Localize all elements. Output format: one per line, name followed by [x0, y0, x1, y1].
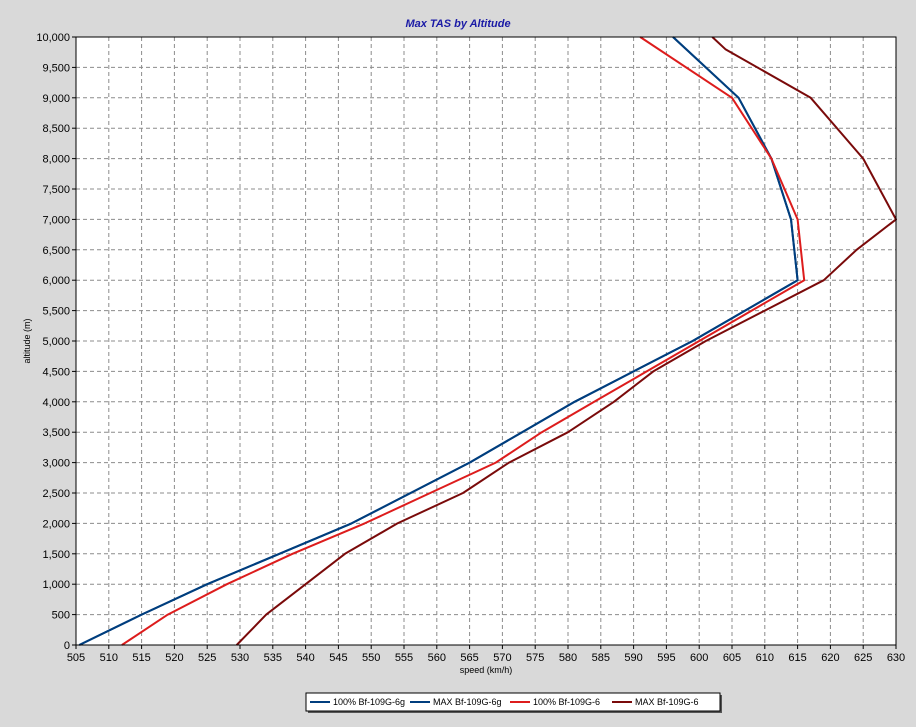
- x-tick-label: 550: [362, 652, 380, 664]
- x-tick-label: 525: [198, 652, 216, 664]
- x-tick-label: 595: [657, 652, 675, 664]
- y-tick-label: 10,000: [36, 32, 70, 44]
- x-tick-label: 515: [132, 652, 150, 664]
- x-tick-label: 510: [100, 652, 118, 664]
- x-tick-label: 620: [821, 652, 839, 664]
- y-tick-label: 5,500: [42, 306, 70, 318]
- legend-label: MAX Bf-109G-6: [635, 697, 699, 707]
- x-tick-label: 545: [329, 652, 347, 664]
- y-axis-title: altitude (m): [22, 318, 32, 363]
- x-tick-label: 605: [723, 652, 741, 664]
- x-tick-label: 555: [395, 652, 413, 664]
- x-tick-label: 630: [887, 652, 905, 664]
- x-tick-label: 585: [592, 652, 610, 664]
- y-tick-label: 8,000: [42, 154, 70, 166]
- y-tick-label: 7,500: [42, 184, 70, 196]
- x-tick-label: 570: [493, 652, 511, 664]
- y-tick-label: 2,500: [42, 488, 70, 500]
- x-tick-label: 565: [460, 652, 478, 664]
- x-tick-label: 535: [264, 652, 282, 664]
- series-line: [121, 36, 806, 646]
- y-tick-label: 3,000: [42, 458, 70, 470]
- y-tick-label: 3,500: [42, 427, 70, 439]
- x-tick-label: 610: [756, 652, 774, 664]
- x-tick-label: 590: [624, 652, 642, 664]
- y-tick-label: 0: [64, 640, 70, 652]
- y-tick-label: 8,500: [42, 123, 70, 135]
- legend: 100% Bf-109G-6g MAX Bf-109G-6g 100% Bf-109…: [305, 692, 722, 713]
- legend-label: 100% Bf-109G-6: [533, 697, 600, 707]
- x-tick-label: 615: [788, 652, 806, 664]
- legend-entries: 100% Bf-109G-6g MAX Bf-109G-6g 100% Bf-109…: [310, 697, 699, 707]
- x-tick-label: 575: [526, 652, 544, 664]
- x-axis-title: speed (km/h): [460, 665, 513, 675]
- y-tick-label: 6,000: [42, 275, 70, 287]
- x-tick-label: 600: [690, 652, 708, 664]
- series-lines: [78, 36, 897, 646]
- series-line: [78, 36, 799, 646]
- y-tick-label: 1,500: [42, 549, 70, 561]
- y-tick-label: 1,000: [42, 579, 70, 591]
- x-tick-label: 530: [231, 652, 249, 664]
- chart-title: Max TAS by Altitude: [405, 18, 510, 30]
- y-axis-ticks: 0 500 1,000 1,500 2,000 2,500 3,000 3,500 4,000 4…: [36, 32, 76, 652]
- series-line: [235, 36, 897, 646]
- x-tick-label: 560: [428, 652, 446, 664]
- y-tick-label: 500: [52, 610, 70, 622]
- y-tick-label: 9,000: [42, 93, 70, 105]
- x-tick-label: 505: [67, 652, 85, 664]
- x-axis-ticks: 505 510 515 520 525 530 535 540 545 550 555 560 565 5…: [67, 645, 905, 664]
- x-tick-label: 580: [559, 652, 577, 664]
- x-tick-label: 625: [854, 652, 872, 664]
- legend-label: 100% Bf-109G-6g: [333, 697, 405, 707]
- y-tick-label: 7,000: [42, 214, 70, 226]
- y-tick-label: 6,500: [42, 245, 70, 257]
- y-tick-label: 4,000: [42, 397, 70, 409]
- y-tick-label: 9,500: [42, 62, 70, 74]
- legend-label: MAX Bf-109G-6g: [433, 697, 502, 707]
- y-tick-label: 2,000: [42, 518, 70, 530]
- grid-lines: [76, 37, 896, 645]
- x-tick-label: 520: [165, 652, 183, 664]
- y-tick-label: 4,500: [42, 366, 70, 378]
- x-tick-label: 540: [296, 652, 314, 664]
- y-tick-label: 5,000: [42, 336, 70, 348]
